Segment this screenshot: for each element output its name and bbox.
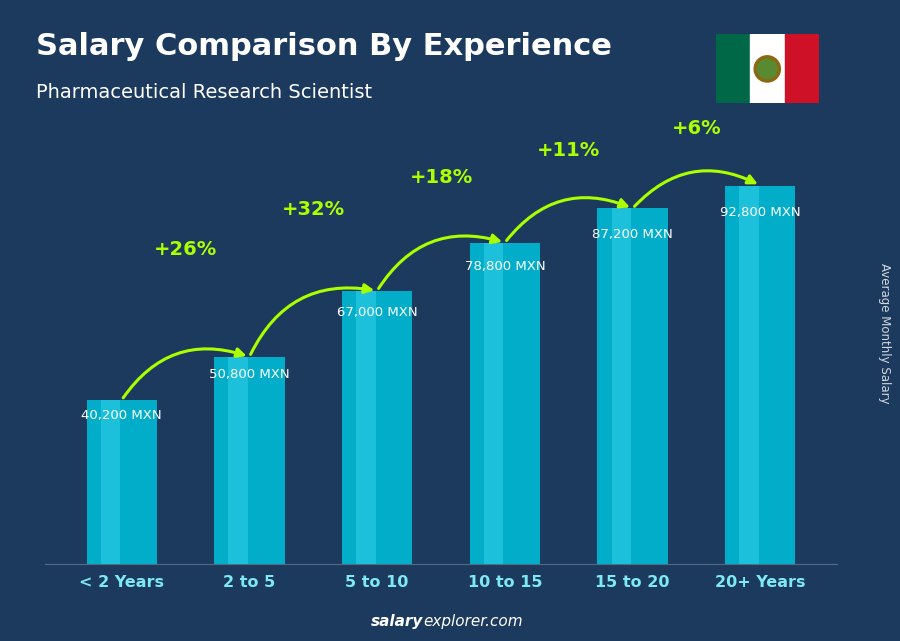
Text: 67,000 MXN: 67,000 MXN (337, 306, 418, 319)
Circle shape (758, 59, 777, 79)
Text: 78,800 MXN: 78,800 MXN (464, 260, 545, 273)
Bar (716, 35, 750, 103)
Bar (470, 243, 540, 564)
Bar (725, 185, 796, 564)
Text: +26%: +26% (154, 240, 217, 259)
Text: 40,200 MXN: 40,200 MXN (81, 409, 162, 422)
Bar (598, 208, 668, 564)
Bar (739, 185, 759, 564)
Text: explorer.com: explorer.com (423, 615, 523, 629)
Circle shape (754, 56, 780, 82)
Bar (342, 291, 412, 564)
Text: +18%: +18% (410, 168, 472, 187)
Text: 92,800 MXN: 92,800 MXN (720, 206, 801, 219)
Bar (484, 243, 503, 564)
Bar (229, 357, 248, 564)
Text: +6%: +6% (671, 119, 721, 138)
Bar (86, 400, 157, 564)
Bar (750, 35, 785, 103)
Text: +32%: +32% (282, 199, 345, 219)
Bar (611, 208, 631, 564)
Text: Pharmaceutical Research Scientist: Pharmaceutical Research Scientist (36, 83, 372, 103)
Bar (214, 357, 284, 564)
Text: +11%: +11% (537, 141, 600, 160)
Bar (356, 291, 375, 564)
Text: Average Monthly Salary: Average Monthly Salary (878, 263, 890, 404)
Text: Salary Comparison By Experience: Salary Comparison By Experience (36, 32, 612, 61)
Text: 87,200 MXN: 87,200 MXN (592, 228, 673, 241)
Text: 50,800 MXN: 50,800 MXN (209, 369, 290, 381)
Bar (785, 35, 819, 103)
Text: salary: salary (371, 615, 423, 629)
Bar (101, 400, 121, 564)
